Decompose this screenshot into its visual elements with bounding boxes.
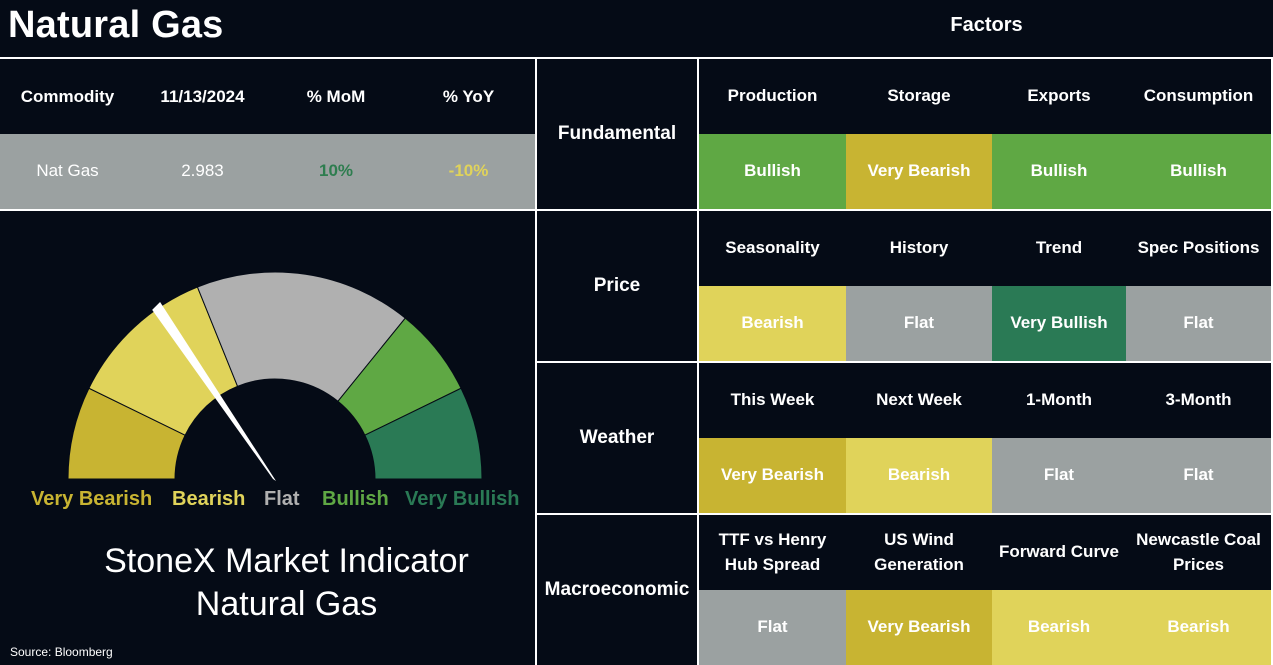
- gauge-needle: [152, 302, 276, 481]
- factor-status: Bearish: [699, 286, 846, 361]
- category-fundamental: Fundamental: [557, 123, 677, 145]
- factor-name: 3-Month: [1165, 390, 1232, 410]
- factor-status: Bullish: [1126, 134, 1271, 209]
- factor-name: Storage: [887, 86, 951, 106]
- legend-bullish: Bullish: [322, 488, 389, 510]
- market-indicator-gauge: [0, 211, 535, 511]
- factors-title: Factors: [950, 14, 1023, 36]
- commodity-mom: 10%: [318, 161, 354, 181]
- factor-status: Very Bearish: [846, 590, 992, 665]
- factor-name: Next Week: [876, 390, 962, 410]
- factor-name: Trend: [1035, 238, 1083, 258]
- factor-name: Newcastle Coal Prices: [1136, 529, 1261, 574]
- factor-status: Flat: [992, 438, 1126, 513]
- commodity-price: 2.983: [181, 161, 224, 181]
- factor-status: Very Bullish: [992, 286, 1126, 361]
- factor-status: Bearish: [992, 590, 1126, 665]
- factor-name: Exports: [1027, 86, 1091, 106]
- category-macroeconomic: Macroeconomic: [544, 579, 690, 601]
- factor-name: Forward Curve: [999, 542, 1119, 562]
- factor-status: Bullish: [992, 134, 1126, 209]
- legend-bearish: Bearish: [172, 488, 246, 510]
- factor-name: History: [889, 238, 949, 258]
- page-title: Natural Gas: [8, 4, 224, 46]
- factor-name: Production: [727, 86, 818, 106]
- indicator-title-line1: StoneX Market Indicator: [104, 542, 469, 580]
- legend-flat: Flat: [264, 488, 300, 510]
- divider-factors: [697, 57, 699, 665]
- legend-very-bearish: Very Bearish: [31, 488, 153, 510]
- header-mom: % MoM: [306, 86, 366, 106]
- divider-row2: [535, 361, 1273, 363]
- gauge-segment-flat: [196, 271, 406, 402]
- divider-left: [535, 57, 537, 665]
- commodity-name: Nat Gas: [36, 161, 99, 181]
- factor-name: Consumption: [1143, 86, 1254, 106]
- factor-status: Flat: [699, 590, 846, 665]
- header-yoy: % YoY: [442, 86, 495, 106]
- divider-right: [1271, 57, 1273, 665]
- factor-status: Flat: [1126, 438, 1271, 513]
- category-weather: Weather: [579, 427, 655, 449]
- source-note: Source: Bloomberg: [10, 645, 113, 659]
- header-date: 11/13/2024: [160, 86, 245, 106]
- factor-name: Spec Positions: [1137, 238, 1260, 258]
- factor-status: Bearish: [1126, 590, 1271, 665]
- factor-name: TTF vs Henry Hub Spread: [718, 529, 827, 574]
- factor-name: This Week: [730, 390, 815, 410]
- factor-status: Flat: [846, 286, 992, 361]
- legend-very-bullish: Very Bullish: [405, 488, 520, 510]
- gauge-segment-very-bullish: [364, 387, 483, 480]
- factor-status: Very Bearish: [846, 134, 992, 209]
- factor-status: Flat: [1126, 286, 1271, 361]
- indicator-title-line2: Natural Gas: [195, 584, 378, 623]
- factor-name: Seasonality: [725, 238, 820, 258]
- gauge-legend: Very Bearish Bearish Flat Bullish Very B…: [0, 488, 535, 514]
- factor-status: Bullish: [699, 134, 846, 209]
- factor-status: Bearish: [846, 438, 992, 513]
- divider-row1: [0, 209, 1273, 211]
- factor-status: Very Bearish: [699, 438, 846, 513]
- divider-top: [0, 57, 1273, 59]
- divider-row3: [535, 513, 1273, 515]
- factor-name: US Wind Generation: [874, 529, 964, 574]
- header-commodity: Commodity: [20, 86, 115, 106]
- category-price: Price: [593, 275, 641, 297]
- commodity-row: [0, 134, 535, 209]
- factor-name: 1-Month: [1025, 390, 1093, 410]
- indicator-title: StoneX Market Indicator Natural Gas: [0, 540, 573, 625]
- commodity-yoy: -10%: [448, 161, 489, 181]
- gauge-chart: [67, 271, 483, 481]
